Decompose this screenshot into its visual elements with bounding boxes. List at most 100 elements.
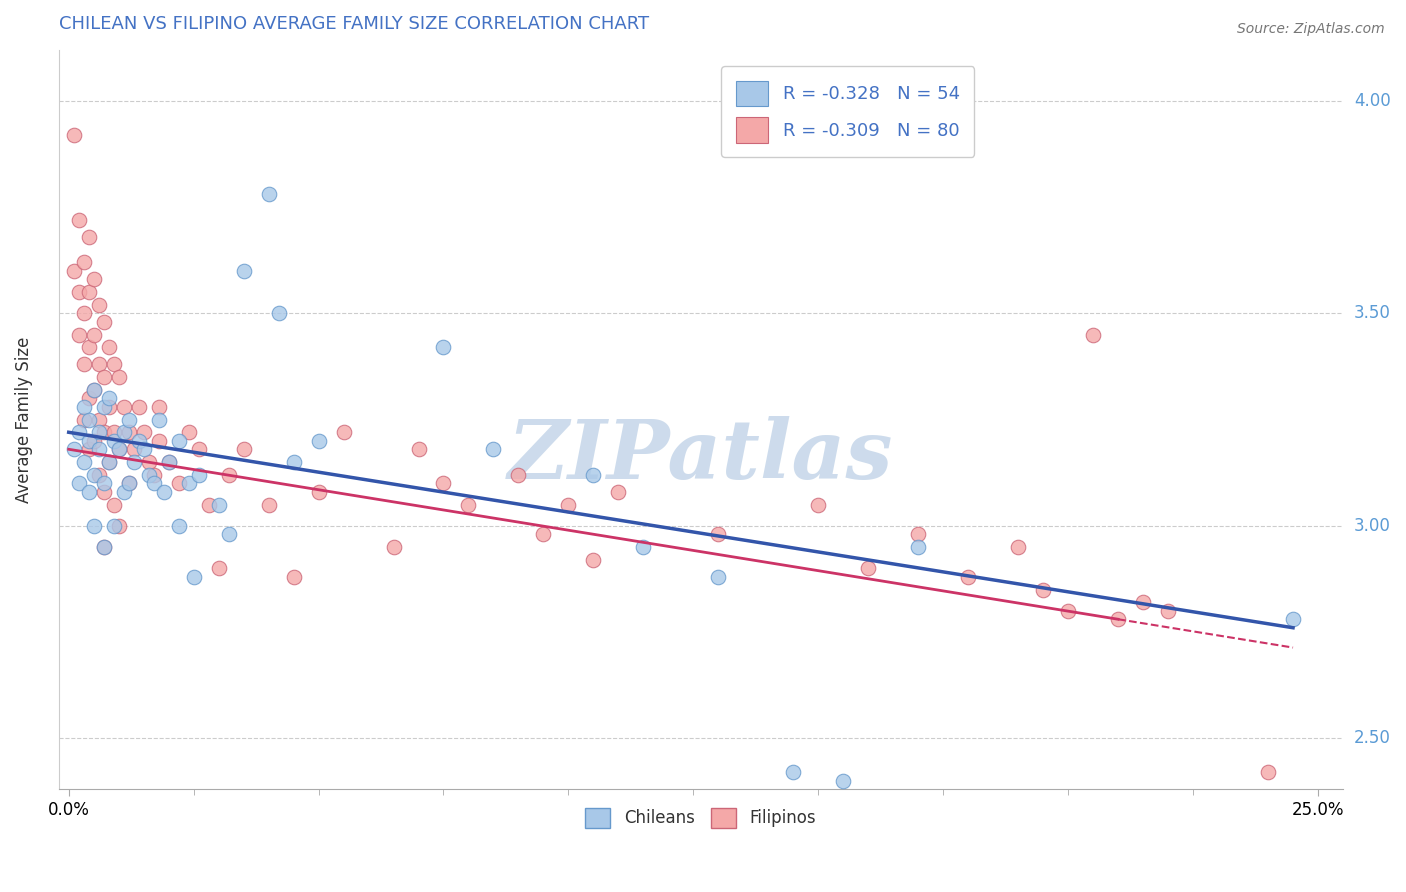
Point bbox=[457, 498, 479, 512]
Point bbox=[533, 527, 555, 541]
Point bbox=[167, 518, 190, 533]
Point bbox=[103, 425, 125, 440]
Point bbox=[77, 484, 100, 499]
Point bbox=[187, 442, 209, 457]
Point bbox=[83, 467, 105, 482]
Point bbox=[267, 306, 290, 320]
Text: ZIPatlas: ZIPatlas bbox=[508, 417, 894, 497]
Text: 2.50: 2.50 bbox=[1354, 730, 1391, 747]
Point bbox=[257, 187, 280, 202]
Text: CHILEAN VS FILIPINO AVERAGE FAMILY SIZE CORRELATION CHART: CHILEAN VS FILIPINO AVERAGE FAMILY SIZE … bbox=[59, 15, 648, 33]
Text: 3.50: 3.50 bbox=[1354, 304, 1391, 322]
Point bbox=[112, 425, 135, 440]
Point bbox=[707, 527, 730, 541]
Point bbox=[112, 400, 135, 414]
Point bbox=[103, 357, 125, 371]
Point bbox=[633, 540, 655, 554]
Point bbox=[67, 285, 90, 299]
Point bbox=[508, 467, 530, 482]
Point bbox=[197, 498, 219, 512]
Point bbox=[107, 518, 129, 533]
Point bbox=[77, 285, 100, 299]
Point bbox=[408, 442, 430, 457]
Point bbox=[183, 570, 205, 584]
Point bbox=[432, 340, 454, 354]
Point bbox=[607, 484, 630, 499]
Point bbox=[128, 434, 150, 448]
Point bbox=[142, 476, 165, 491]
Point bbox=[1132, 595, 1154, 609]
Point bbox=[93, 540, 115, 554]
Point bbox=[67, 327, 90, 342]
Point bbox=[83, 518, 105, 533]
Point bbox=[177, 476, 200, 491]
Point bbox=[157, 455, 180, 469]
Point bbox=[782, 765, 804, 780]
Point bbox=[77, 434, 100, 448]
Point bbox=[308, 484, 330, 499]
Point bbox=[97, 340, 120, 354]
Point bbox=[93, 540, 115, 554]
Point bbox=[103, 498, 125, 512]
Point bbox=[73, 412, 96, 426]
Point bbox=[148, 412, 170, 426]
Point bbox=[157, 455, 180, 469]
Point bbox=[73, 306, 96, 320]
Point bbox=[167, 434, 190, 448]
Point bbox=[207, 498, 229, 512]
Point bbox=[62, 442, 84, 457]
Point bbox=[152, 484, 174, 499]
Point bbox=[77, 442, 100, 457]
Point bbox=[122, 455, 145, 469]
Point bbox=[132, 442, 155, 457]
Point bbox=[177, 425, 200, 440]
Point bbox=[1081, 327, 1104, 342]
Point bbox=[83, 434, 105, 448]
Point bbox=[907, 540, 929, 554]
Point bbox=[187, 467, 209, 482]
Point bbox=[97, 455, 120, 469]
Point bbox=[87, 425, 110, 440]
Point bbox=[97, 400, 120, 414]
Point bbox=[87, 412, 110, 426]
Point bbox=[142, 467, 165, 482]
Point bbox=[118, 412, 141, 426]
Point bbox=[218, 467, 240, 482]
Point bbox=[132, 425, 155, 440]
Point bbox=[1007, 540, 1029, 554]
Point bbox=[103, 434, 125, 448]
Point bbox=[218, 527, 240, 541]
Point bbox=[107, 442, 129, 457]
Point bbox=[957, 570, 980, 584]
Point bbox=[432, 476, 454, 491]
Point bbox=[62, 128, 84, 142]
Point bbox=[83, 383, 105, 397]
Point bbox=[93, 400, 115, 414]
Point bbox=[97, 455, 120, 469]
Point bbox=[122, 442, 145, 457]
Point bbox=[93, 425, 115, 440]
Point bbox=[103, 518, 125, 533]
Point bbox=[207, 561, 229, 575]
Point bbox=[907, 527, 929, 541]
Point bbox=[73, 455, 96, 469]
Point bbox=[87, 467, 110, 482]
Point bbox=[232, 442, 254, 457]
Point bbox=[332, 425, 354, 440]
Point bbox=[832, 773, 855, 788]
Point bbox=[232, 264, 254, 278]
Point bbox=[148, 400, 170, 414]
Point bbox=[1157, 604, 1180, 618]
Point bbox=[73, 400, 96, 414]
Point bbox=[1057, 604, 1080, 618]
Point bbox=[83, 383, 105, 397]
Legend: Chileans, Filipinos: Chileans, Filipinos bbox=[576, 799, 824, 837]
Point bbox=[582, 553, 605, 567]
Point bbox=[128, 400, 150, 414]
Point bbox=[1107, 612, 1129, 626]
Point bbox=[77, 229, 100, 244]
Point bbox=[257, 498, 280, 512]
Point bbox=[83, 327, 105, 342]
Point bbox=[77, 392, 100, 406]
Point bbox=[1032, 582, 1054, 597]
